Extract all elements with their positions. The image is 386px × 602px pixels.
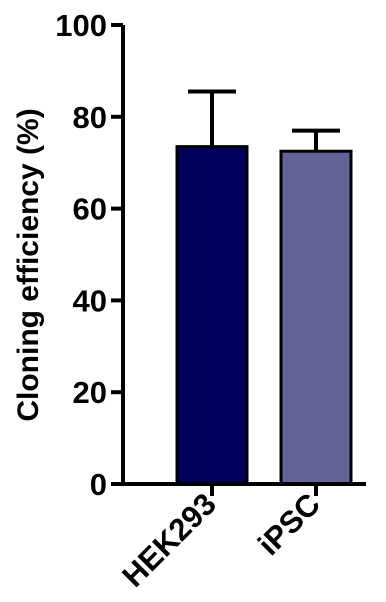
- y-tick-label: 100: [55, 8, 107, 43]
- y-axis: 0 20 40 60 80 100: [55, 8, 125, 502]
- x-tick-label: iPSC: [251, 486, 327, 562]
- bar-ipsc: [279, 149, 353, 486]
- y-tick-label: 60: [73, 192, 107, 227]
- bars: [175, 145, 353, 486]
- x-axis: HEK293 iPSC: [115, 482, 366, 594]
- y-tick-label: 20: [73, 375, 107, 410]
- y-tick-label: 0: [90, 467, 107, 502]
- bar-hek293: [175, 145, 249, 486]
- y-tick-label: 40: [73, 283, 107, 318]
- y-tick-label: 80: [73, 100, 107, 135]
- y-axis-label: Cloning efficiency (%): [12, 108, 45, 421]
- x-tick-label: HEK293: [115, 486, 223, 594]
- error-bars: [188, 89, 340, 152]
